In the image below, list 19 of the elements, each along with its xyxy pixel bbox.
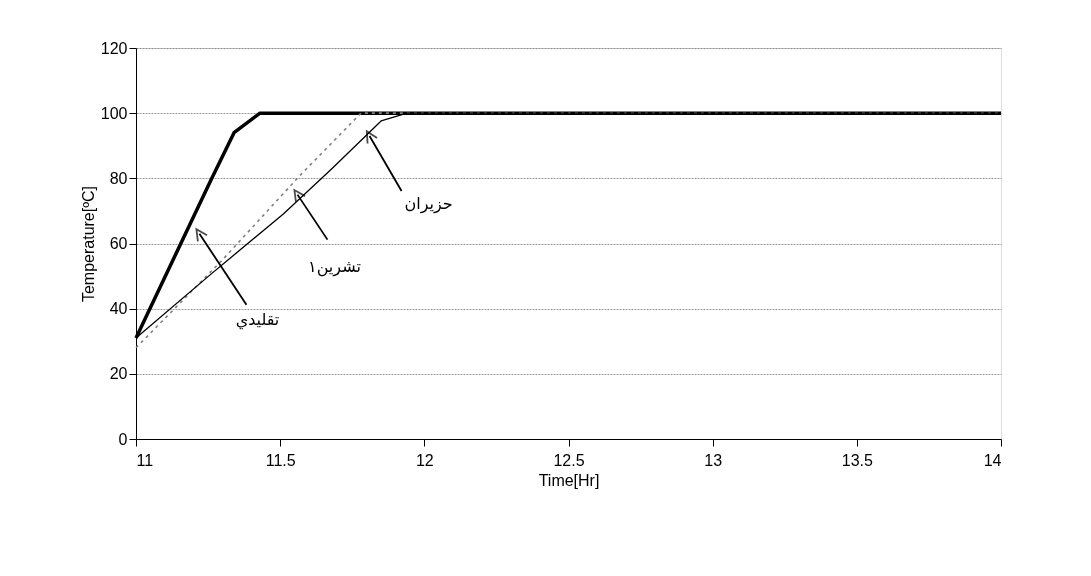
- y-tick-label: 0: [118, 430, 128, 448]
- x-axis-title: Time[Hr]: [538, 471, 600, 489]
- y-tick-label: 120: [100, 39, 128, 57]
- x-tick-label: 13: [704, 451, 723, 469]
- x-tick-label: 11: [136, 451, 154, 469]
- y-tick-label: 20: [109, 365, 128, 383]
- x-tick-label: 13.5: [841, 451, 874, 469]
- y-axis-title: Temperature[ºC]: [79, 185, 97, 303]
- annotation: تشرين١: [308, 256, 361, 277]
- y-tick-label: 60: [109, 235, 128, 252]
- x-tick-label: 12: [415, 451, 434, 469]
- y-tick-label: 100: [100, 104, 128, 122]
- y-tick-label: 80: [109, 169, 128, 187]
- annotation: تقليدي: [235, 309, 280, 330]
- x-tick-label: 14: [983, 451, 1002, 469]
- annotation: حزيران: [404, 193, 453, 214]
- y-tick-label: 40: [109, 300, 128, 318]
- x-tick-label: 11.5: [265, 451, 296, 469]
- x-tick-label: 12.5: [553, 451, 585, 469]
